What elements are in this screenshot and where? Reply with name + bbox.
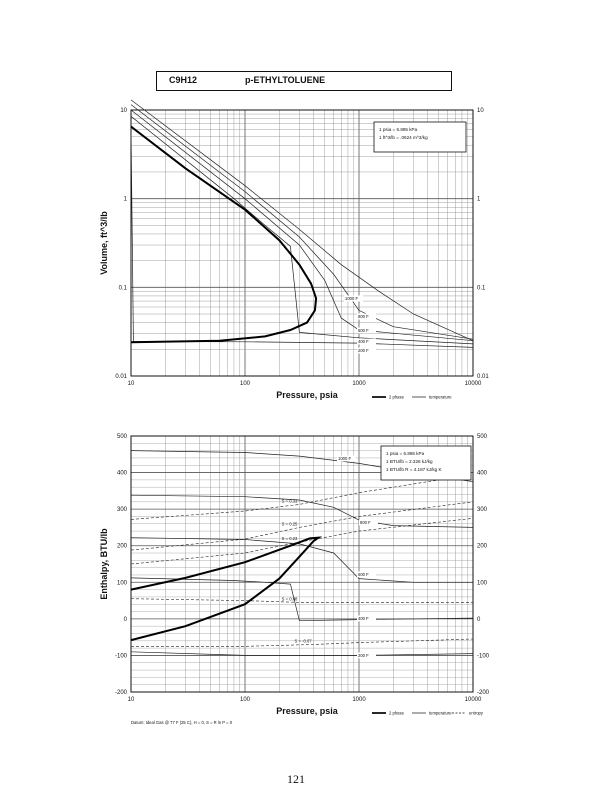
y-tick-label-right: 400 xyxy=(477,471,488,477)
compound-name: p-ETHYLTOLUENE xyxy=(245,75,326,85)
curve-label: 1000 F xyxy=(338,456,351,461)
legend-label: entropy xyxy=(469,711,484,716)
curve-label: 400 F xyxy=(358,616,369,621)
y-tick-label-right: 0 xyxy=(477,617,481,623)
curve-label: 200 F xyxy=(358,348,369,353)
conversion-note: 1 ft^3/lb = .0624 m^3/kg xyxy=(379,135,428,140)
entropy-line xyxy=(131,638,474,647)
y-tick-label-right: -200 xyxy=(477,690,490,696)
y-tick-label-left: -200 xyxy=(115,690,128,696)
y-tick-label-right: 1 xyxy=(477,197,481,203)
curve-label-bg xyxy=(357,327,376,334)
x-tick-label: 100 xyxy=(240,697,251,703)
conversion-note: 1 psia = 6.895 kPa xyxy=(386,451,425,456)
chart-2: 10 100 1000 10000-200-1000100200300400500-2… xyxy=(99,434,490,725)
curve-label: 600 F xyxy=(358,328,369,333)
chart-1: 10 100 1000 100000.010.11100.010.1110Pressu… xyxy=(99,99,489,400)
y-axis-title: Enthalpy, BTU/lb xyxy=(99,528,109,600)
y-tick-label-right: 100 xyxy=(477,580,488,586)
legend-label: temperature xyxy=(429,395,452,400)
curve-label: 600 F xyxy=(358,572,369,577)
curve-label: 1000 F xyxy=(345,296,358,301)
entropy-label: S = 0.08 xyxy=(282,596,298,601)
compound-header: C9H12 p-ETHYLTOLUENE xyxy=(156,71,452,91)
temperature-line xyxy=(130,126,474,348)
curve-label-bg xyxy=(357,338,376,345)
x-tick-label: 10000 xyxy=(465,381,482,387)
compound-formula: C9H12 xyxy=(169,75,198,85)
entropy-line xyxy=(130,501,474,551)
x-tick-label: 10 xyxy=(128,381,135,387)
entropy-label: S = 0.33 xyxy=(282,498,298,503)
y-tick-label-left: 1 xyxy=(124,197,128,203)
legend-label: temperature xyxy=(429,711,452,716)
curve-label-bg xyxy=(359,519,378,526)
entropy-line xyxy=(130,598,473,603)
y-tick-label-right: 0.01 xyxy=(477,374,489,380)
legend-label: 2 phase xyxy=(389,395,405,400)
curve-label-bg xyxy=(357,652,376,659)
y-tick-label-left: 200 xyxy=(117,544,128,550)
y-tick-label-left: 0.01 xyxy=(115,374,127,380)
conversion-note: 1 BTU/lb = 2.326 kJ/kg xyxy=(386,459,433,464)
curve-label-bg xyxy=(357,615,376,622)
curve-label-bg xyxy=(357,347,376,354)
x-tick-label: 10000 xyxy=(465,697,482,703)
entropy-line xyxy=(130,474,474,520)
curve-label: 800 F xyxy=(358,314,369,319)
conversion-notes-box xyxy=(373,121,467,153)
x-tick-label: 10 xyxy=(128,697,135,703)
entropy-label: S = -0.07 xyxy=(295,638,313,643)
temperature-line xyxy=(130,99,474,342)
temperature-line xyxy=(130,651,474,656)
y-tick-label-left: 400 xyxy=(117,471,128,477)
plot-frame xyxy=(130,109,474,377)
page-number: 121 xyxy=(287,772,305,786)
x-tick-label: 1000 xyxy=(352,381,366,387)
conversion-notes-box xyxy=(380,445,472,481)
temperature-line xyxy=(130,494,474,528)
entropy-label: S = 0.23 xyxy=(282,536,298,541)
y-tick-label-right: 10 xyxy=(477,108,484,114)
curve-label: 200 F xyxy=(358,653,369,658)
y-tick-label-left: 0.1 xyxy=(119,285,128,291)
conversion-note: 1 BTU/lb R = 4.187 kJ/kg K xyxy=(386,467,442,472)
entropy-label: S = 0.25 xyxy=(282,521,298,526)
x-axis-title: Pressure, psia xyxy=(276,390,339,400)
y-tick-label-right: 300 xyxy=(477,507,488,513)
two-phase-curve xyxy=(130,125,318,344)
curve-label-bg xyxy=(344,295,363,302)
x-axis-title: Pressure, psia xyxy=(276,706,339,716)
curve-label-bg xyxy=(337,455,356,462)
curve-label-bg xyxy=(357,313,376,320)
y-tick-label-left: 300 xyxy=(117,507,128,513)
temperature-line xyxy=(130,116,474,345)
x-tick-label: 100 xyxy=(240,381,251,387)
temperature-line xyxy=(130,537,473,583)
y-tick-label-left: -100 xyxy=(115,653,128,659)
temperature-line xyxy=(130,104,474,340)
two-phase-curve xyxy=(130,536,323,642)
y-axis-title: Volume, ft^3/lb xyxy=(99,211,109,275)
y-tick-label-right: 200 xyxy=(477,544,488,550)
curve-label: 400 F xyxy=(358,339,369,344)
y-tick-label-left: 10 xyxy=(120,108,127,114)
conversion-note: 1 psia = 6.895 kPa xyxy=(379,127,418,132)
y-tick-label-right: 0.1 xyxy=(477,285,486,291)
curve-label: 800 F xyxy=(360,520,371,525)
curve-label-bg xyxy=(357,571,376,578)
y-tick-label-right: 500 xyxy=(477,434,488,440)
y-tick-label-left: 100 xyxy=(117,580,128,586)
y-tick-label-right: -100 xyxy=(477,653,490,659)
y-tick-label-left: 500 xyxy=(117,434,128,440)
legend-label: 2 phase xyxy=(389,711,405,716)
datum-footnote: Datum: Ideal Gas @ 77 F (25 C), H = 0, S… xyxy=(131,720,233,725)
x-tick-label: 1000 xyxy=(352,697,366,703)
y-tick-label-left: 0 xyxy=(124,617,128,623)
